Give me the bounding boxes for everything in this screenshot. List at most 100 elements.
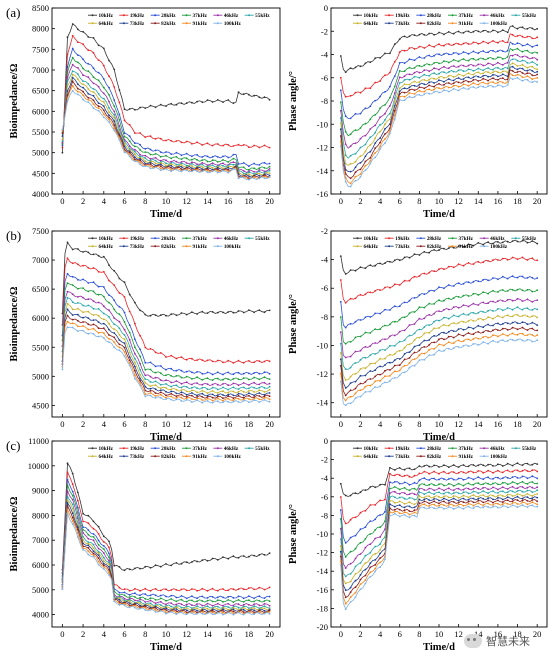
data-point-100kHz [393, 377, 396, 379]
data-point-28kHz [447, 53, 450, 56]
data-point-28kHz [384, 91, 386, 93]
data-point-37kHz [354, 129, 357, 132]
data-point-10kHz [222, 101, 224, 103]
data-point-37kHz [227, 599, 230, 601]
data-point-10kHz [268, 309, 271, 312]
data-point-100kHz [359, 395, 362, 398]
legend-marker [185, 455, 188, 458]
data-point-28kHz [139, 594, 142, 597]
data-point-82kHz [516, 328, 519, 331]
data-point-91kHz [516, 503, 519, 505]
y-tick-label: 6000 [32, 313, 49, 323]
data-point-91kHz [185, 397, 188, 400]
data-point-91kHz [418, 354, 421, 357]
data-point-19kHz [175, 589, 178, 591]
data-point-100kHz [423, 506, 426, 509]
data-point-19kHz [418, 45, 421, 48]
data-point-73kHz [389, 503, 391, 505]
data-point-73kHz [521, 67, 524, 70]
x-tick-label: 6 [122, 629, 126, 639]
data-point-28kHz [222, 373, 224, 376]
data-point-19kHz [428, 472, 431, 475]
data-point-73kHz [438, 333, 440, 336]
data-point-19kHz [102, 64, 105, 67]
data-point-28kHz [398, 62, 401, 64]
data-point-100kHz [521, 339, 524, 342]
data-point-19kHz [232, 362, 235, 364]
data-point-37kHz [526, 288, 529, 291]
data-point-28kHz [66, 272, 69, 275]
data-point-82kHz [487, 79, 489, 82]
data-point-46kHz [344, 143, 347, 146]
data-point-73kHz [482, 497, 485, 500]
data-point-46kHz [384, 528, 386, 531]
y-tick-label: 10000 [28, 461, 49, 471]
data-point-46kHz [374, 342, 377, 344]
data-point-10kHz [180, 562, 183, 565]
data-point-10kHz [462, 464, 465, 466]
data-point-19kHz [268, 146, 271, 149]
data-point-19kHz [457, 472, 460, 474]
legend-entry-100kHz: 100kHz [490, 454, 508, 460]
data-point-10kHz [268, 552, 271, 554]
data-point-64kHz [206, 607, 209, 610]
data-point-100kHz [82, 548, 84, 551]
data-point-46kHz [196, 603, 199, 605]
data-point-46kHz [477, 487, 480, 490]
data-point-19kHz [185, 589, 188, 592]
data-point-55kHz [139, 600, 142, 603]
legend-marker [451, 237, 454, 240]
y-axis-label: Phase angle/° [288, 504, 299, 564]
data-point-19kHz [97, 533, 100, 535]
legend-entry-100kHz: 100kHz [490, 21, 508, 27]
data-point-64kHz [359, 155, 362, 158]
data-point-55kHz [403, 497, 406, 500]
data-point-82kHz [113, 124, 116, 126]
data-point-10kHz [349, 67, 352, 69]
data-point-37kHz [374, 328, 377, 330]
data-point-100kHz [413, 96, 416, 98]
data-point-73kHz [403, 87, 406, 90]
data-point-82kHz [482, 331, 485, 334]
data-point-19kHz [149, 589, 152, 592]
data-point-55kHz [175, 163, 178, 166]
data-point-64kHz [501, 316, 504, 319]
data-point-100kHz [344, 608, 347, 611]
data-point-100kHz [447, 90, 450, 93]
data-point-64kHz [413, 503, 416, 506]
data-point-19kHz [237, 143, 240, 146]
data-point-46kHz [379, 116, 381, 119]
data-point-55kHz [263, 605, 266, 607]
data-point-82kHz [501, 77, 504, 79]
data-point-19kHz [87, 522, 90, 524]
data-point-10kHz [477, 30, 480, 33]
data-point-10kHz [149, 314, 152, 317]
data-point-91kHz [113, 127, 116, 129]
data-point-73kHz [433, 82, 435, 84]
data-point-55kHz [516, 59, 519, 62]
data-point-64kHz [253, 607, 256, 609]
data-point-37kHz [344, 342, 347, 345]
data-point-64kHz [393, 353, 396, 355]
x-tick-label: 12 [182, 419, 191, 429]
data-point-100kHz [87, 101, 90, 104]
data-point-10kHz [428, 251, 431, 254]
data-point-37kHz [268, 378, 271, 380]
data-point-37kHz [398, 318, 401, 321]
data-point-64kHz [408, 501, 411, 504]
data-point-55kHz [492, 490, 494, 492]
data-point-82kHz [165, 609, 167, 611]
series-line-19kHz [62, 472, 270, 592]
data-point-10kHz [216, 311, 219, 314]
data-point-19kHz [374, 81, 377, 84]
data-point-46kHz [467, 487, 470, 490]
data-point-100kHz [118, 349, 121, 352]
legend-entry-46kHz: 46kHz [224, 236, 239, 242]
data-point-100kHz [447, 347, 450, 350]
data-point-82kHz [467, 500, 470, 503]
data-point-28kHz [428, 290, 431, 292]
data-point-91kHz [87, 550, 90, 552]
data-point-19kHz [369, 504, 372, 506]
data-point-64kHz [258, 389, 261, 392]
